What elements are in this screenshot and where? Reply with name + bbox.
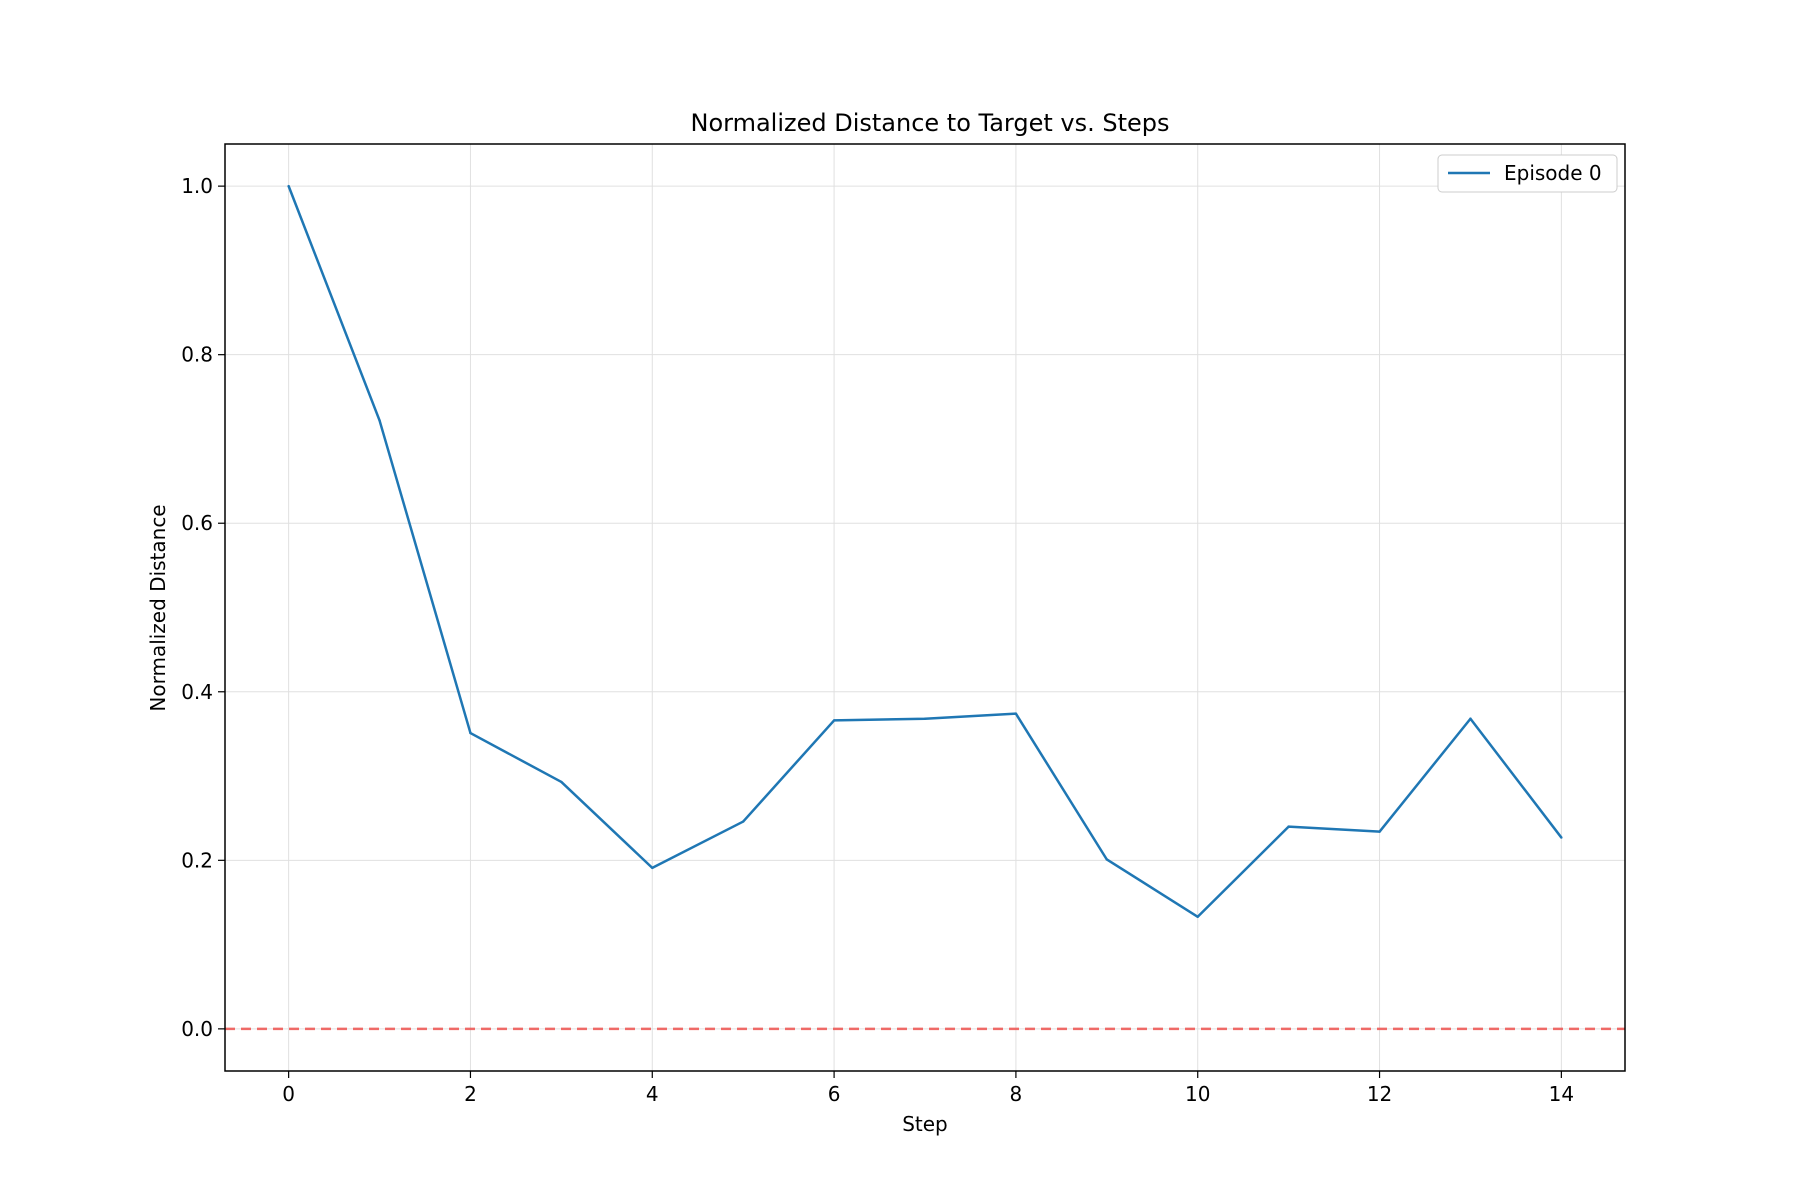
x-tick-label: 0	[282, 1082, 295, 1106]
legend-box	[1437, 154, 1618, 193]
chart-title: Normalized Distance to Target vs. Steps	[690, 109, 1169, 137]
legend-label-episode-0: Episode 0	[1504, 161, 1602, 185]
x-tick-label: 10	[1185, 1082, 1210, 1106]
plot-frame	[224, 143, 1626, 1072]
data-point	[923, 717, 927, 720]
series-group	[287, 184, 1563, 919]
data-point	[287, 184, 290, 188]
data-point	[741, 820, 745, 823]
x-tick-label: 6	[828, 1082, 841, 1106]
x-tick-label: 2	[464, 1082, 477, 1106]
y-tick-label: 0.2	[181, 848, 213, 872]
x-tick-label: 4	[646, 1082, 659, 1106]
data-point	[1378, 830, 1381, 833]
y-axis-label: Normalized Distance	[146, 504, 170, 711]
y-tick-label: 0.0	[181, 1017, 213, 1041]
y-tick-label: 0.4	[181, 680, 213, 704]
x-tick-label: 8	[1010, 1082, 1023, 1106]
data-point	[1014, 712, 1018, 715]
data-point	[832, 719, 836, 722]
data-point	[560, 780, 563, 784]
y-tick-label: 0.6	[181, 511, 213, 535]
y-tick-label: 1.0	[181, 174, 213, 198]
y-axis-ticks: 0.0 0.2 0.4 0.6 0.8 1.0	[181, 174, 225, 1041]
data-point	[651, 866, 654, 870]
data-point	[1105, 858, 1109, 861]
x-axis-label: Step	[902, 1112, 948, 1136]
data-point	[1287, 825, 1290, 828]
y-tick-label: 0.8	[181, 343, 213, 367]
x-tick-label: 12	[1367, 1082, 1392, 1106]
legend: Episode 0	[1437, 154, 1618, 193]
data-point	[469, 731, 472, 735]
data-point	[1196, 915, 1199, 918]
data-point	[378, 419, 381, 422]
x-axis-ticks: 0 2 4 6 8 10 12 14	[282, 1071, 1574, 1106]
data-point	[1469, 717, 1472, 720]
x-tick-label: 14	[1549, 1082, 1574, 1106]
data-point	[1560, 836, 1563, 839]
